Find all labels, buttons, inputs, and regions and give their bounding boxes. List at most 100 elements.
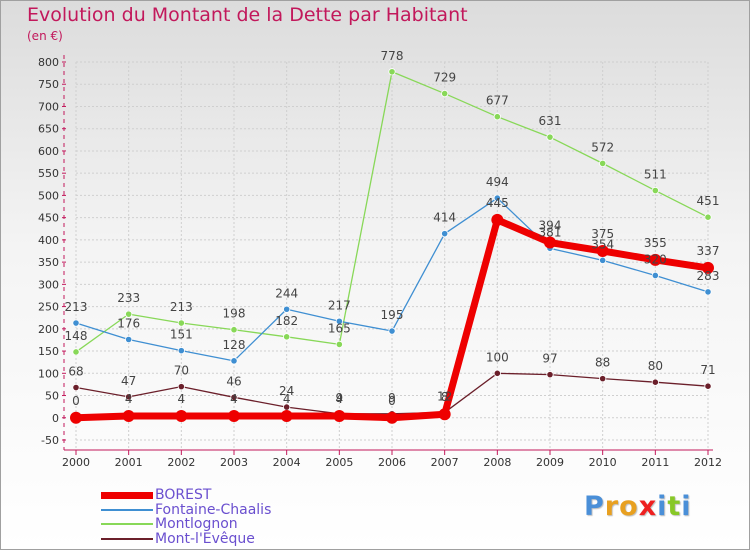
data-point-mont-l-eveque	[72, 383, 80, 392]
data-point-fontaine-chaalis	[72, 319, 80, 327]
data-point-borest	[175, 409, 188, 422]
legend-label: Montlognon	[155, 516, 238, 532]
data-label-montlognon: 631	[539, 114, 562, 128]
data-label-montlognon: 148	[65, 329, 88, 343]
data-label-mont-l-eveque: 97	[542, 352, 557, 366]
data-point-montlognon	[704, 213, 712, 221]
data-label-fontaine-chaalis: 151	[170, 328, 193, 342]
data-label-montlognon: 213	[170, 300, 193, 314]
legend-label: Fontaine-Chaalis	[155, 502, 272, 518]
data-label-mont-l-eveque: 71	[700, 363, 715, 377]
data-label-borest: 337	[697, 244, 720, 258]
grid	[75, 61, 709, 448]
legend-item-fontaine-chaalis: Fontaine-Chaalis	[101, 502, 271, 518]
y-tick-label: 600	[38, 145, 59, 158]
data-point-mont-l-eveque	[704, 382, 712, 390]
x-tick-label: 2009	[536, 456, 564, 469]
chart-unit: (en €)	[27, 29, 63, 43]
data-label-montlognon: 233	[117, 291, 140, 305]
data-point-montlognon	[599, 159, 607, 167]
y-tick-label: 0	[52, 412, 59, 425]
data-point-borest	[544, 236, 556, 249]
y-tick-label: -50	[41, 434, 59, 447]
data-label-mont-l-eveque: 88	[595, 356, 610, 370]
data-label-montlognon: 729	[433, 71, 456, 85]
data-point-fontaine-chaalis	[651, 271, 659, 280]
data-point-fontaine-chaalis	[388, 327, 396, 335]
data-label-mont-l-eveque: 46	[226, 374, 241, 388]
data-label-fontaine-chaalis: 217	[328, 298, 351, 312]
data-label-borest: 4	[178, 392, 186, 406]
data-point-montlognon	[546, 133, 554, 141]
data-point-mont-l-eveque	[177, 383, 185, 391]
data-label-fontaine-chaalis: 320	[644, 252, 667, 266]
y-tick-label: 200	[38, 323, 59, 336]
data-point-fontaine-chaalis	[599, 256, 607, 264]
x-tick-label: 2000	[62, 456, 90, 469]
data-point-borest	[386, 411, 398, 424]
data-label-borest: 4	[230, 392, 238, 406]
data-label-fontaine-chaalis: 354	[591, 237, 614, 251]
data-point-fontaine-chaalis	[335, 317, 343, 325]
x-tick-label: 2007	[431, 456, 459, 469]
data-point-montlognon	[283, 333, 291, 341]
data-label-borest: 0	[72, 394, 80, 408]
data-point-fontaine-chaalis	[704, 288, 712, 296]
data-point-fontaine-chaalis	[493, 194, 501, 202]
logo-letter: o	[619, 491, 639, 522]
x-tick-label: 2006	[378, 456, 406, 469]
data-label-borest: 4	[283, 392, 291, 406]
data-point-borest	[596, 245, 609, 257]
data-point-borest	[649, 253, 662, 266]
data-point-borest	[122, 409, 135, 422]
chart-title: Evolution du Montant de la Dette par Hab…	[27, 4, 468, 26]
data-point-borest	[280, 409, 293, 422]
x-tick-label: 2012	[694, 456, 722, 469]
data-point-montlognon	[493, 113, 501, 121]
data-point-borest	[228, 409, 240, 422]
proxiti-logo: Proxiti	[584, 491, 692, 522]
data-point-borest	[70, 411, 82, 424]
y-tick-label: 750	[38, 78, 59, 91]
data-point-borest	[333, 409, 346, 422]
x-tick-label: 2001	[115, 456, 143, 469]
data-point-montlognon	[72, 348, 80, 356]
legend-item-montlognon: Montlognon	[101, 516, 238, 532]
data-label-mont-l-eveque: 68	[68, 365, 83, 379]
data-point-mont-l-eveque	[599, 375, 607, 383]
data-label-montlognon: 572	[591, 140, 614, 154]
y-tick-label: 650	[38, 123, 59, 136]
y-tick-label: 350	[38, 256, 59, 269]
data-point-fontaine-chaalis	[230, 357, 238, 365]
data-label-borest: 4	[336, 392, 344, 406]
data-point-fontaine-chaalis	[283, 305, 291, 313]
data-point-montlognon	[651, 186, 659, 195]
data-label-borest: 375	[591, 227, 614, 241]
x-tick-label: 2008	[483, 456, 511, 469]
legend-swatch	[101, 491, 153, 499]
data-label-montlognon: 165	[328, 321, 351, 335]
data-point-montlognon	[441, 89, 449, 98]
legend-item-borest: BOREST	[101, 487, 211, 503]
data-label-fontaine-chaalis: 176	[117, 316, 140, 330]
data-label-borest: 0	[388, 394, 396, 408]
data-label-mont-l-eveque: 80	[648, 359, 663, 373]
data-label-montlognon: 511	[644, 168, 667, 182]
y-tick-label: 550	[38, 167, 59, 180]
logo-letter: i	[681, 491, 692, 522]
data-label-mont-l-eveque: 70	[174, 364, 189, 378]
y-tick-label: 500	[38, 189, 59, 202]
x-tick-label: 2010	[589, 456, 617, 469]
data-point-montlognon	[335, 340, 343, 348]
data-label-mont-l-eveque: 47	[121, 374, 136, 388]
y-tick-label: 400	[38, 234, 59, 247]
data-label-montlognon: 451	[697, 194, 720, 208]
data-label-fontaine-chaalis: 213	[65, 300, 88, 314]
data-label-mont-l-eveque: 24	[279, 384, 294, 398]
legend-label: Mont-l'Evêque	[155, 531, 255, 547]
axes: -500501001502002503003504004505005506006…	[38, 55, 722, 469]
data-label-fontaine-chaalis: 414	[433, 211, 456, 225]
y-tick-label: 450	[38, 212, 59, 225]
x-tick-label: 2004	[273, 456, 301, 469]
data-point-fontaine-chaalis	[125, 335, 133, 344]
